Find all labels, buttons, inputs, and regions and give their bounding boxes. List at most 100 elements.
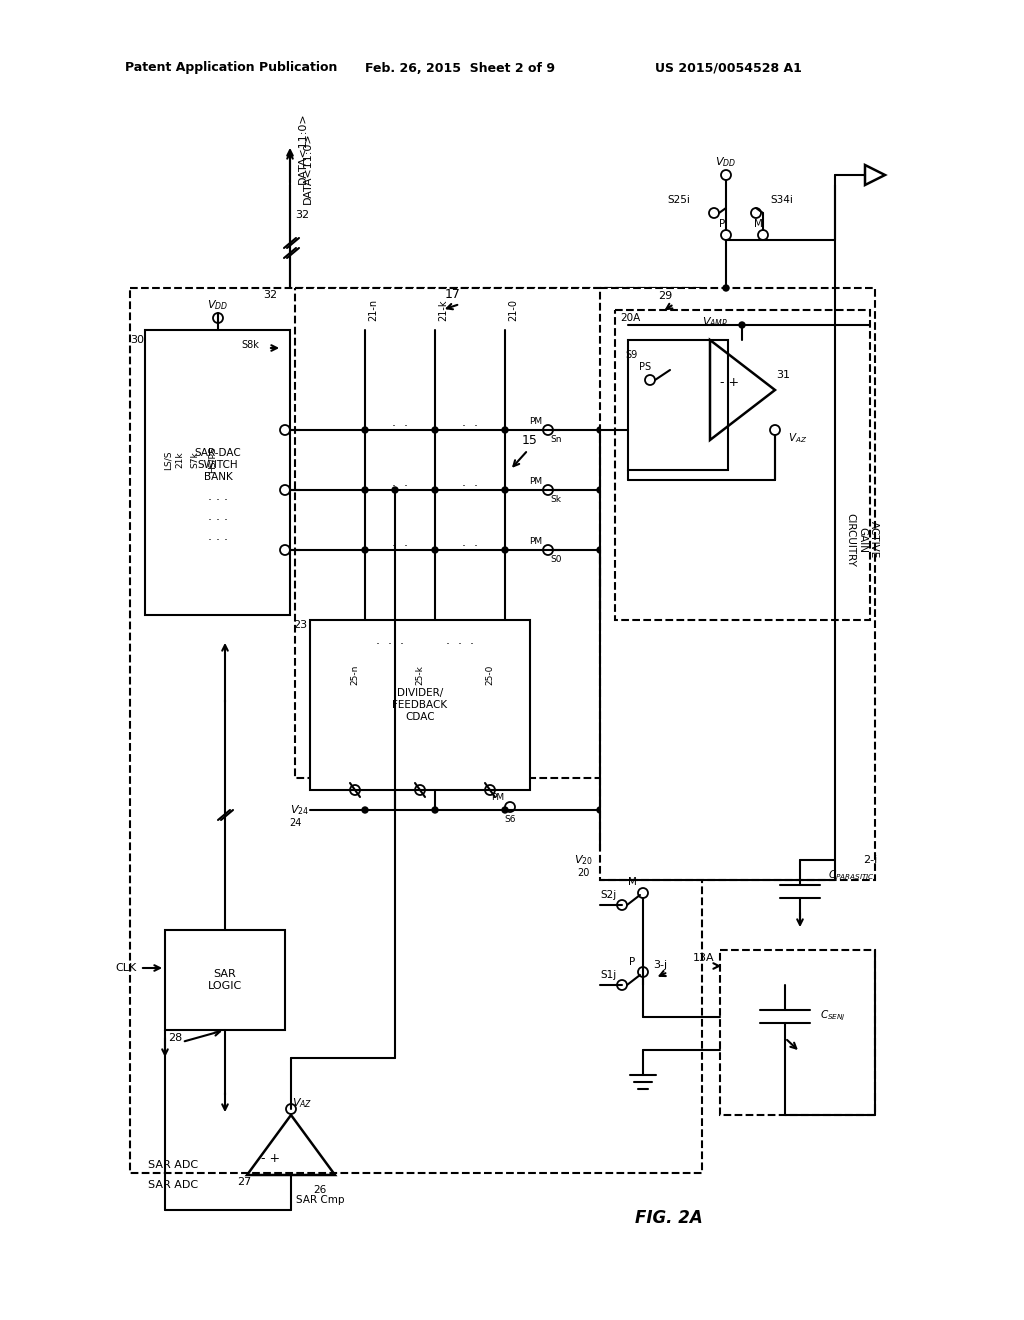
Text: Patent Application Publication: Patent Application Publication: [125, 62, 337, 74]
Text: DATA<11:0>: DATA<11:0>: [303, 132, 313, 203]
Text: · · ·: · · ·: [208, 494, 228, 507]
Text: $V_{DD}$: $V_{DD}$: [208, 298, 228, 312]
Text: S25i: S25i: [667, 195, 690, 205]
Bar: [310, 620, 530, 789]
Circle shape: [502, 546, 508, 553]
Text: S2j: S2j: [601, 890, 617, 900]
Text: S9: S9: [626, 350, 638, 360]
Text: LS/S: LS/S: [164, 450, 172, 470]
Text: DIVIDER/
FEEDBACK
CDAC: DIVIDER/ FEEDBACK CDAC: [392, 689, 447, 722]
Text: 28: 28: [168, 1034, 182, 1043]
Text: $C_{PARASITIC}$: $C_{PARASITIC}$: [828, 869, 874, 882]
Circle shape: [502, 426, 508, 433]
Text: 29: 29: [657, 290, 672, 301]
Text: ·  ·: · ·: [392, 480, 408, 494]
Text: PM: PM: [529, 537, 543, 546]
Text: M: M: [754, 219, 763, 228]
Text: 3-j: 3-j: [653, 960, 667, 970]
Circle shape: [362, 546, 368, 553]
Circle shape: [362, 487, 368, 492]
Text: 21-k: 21-k: [438, 300, 449, 321]
Text: US 2015/0054528 A1: US 2015/0054528 A1: [655, 62, 802, 74]
Text: P: P: [719, 219, 725, 228]
Circle shape: [597, 546, 603, 553]
Circle shape: [739, 322, 745, 327]
Text: 32: 32: [263, 290, 278, 300]
Circle shape: [597, 487, 603, 492]
Circle shape: [362, 426, 368, 433]
Text: SAR
LOGIC: SAR LOGIC: [208, 969, 242, 991]
Text: Sn: Sn: [550, 436, 562, 445]
Text: SAR-DAC
SWITCH
BANK: SAR-DAC SWITCH BANK: [195, 449, 242, 482]
Text: PM: PM: [492, 793, 505, 803]
Text: Sk: Sk: [551, 495, 561, 504]
Circle shape: [432, 546, 438, 553]
Text: PM: PM: [529, 417, 543, 426]
Circle shape: [502, 487, 508, 492]
Bar: [600, 288, 874, 880]
Text: 25-n: 25-n: [350, 665, 359, 685]
Text: 25-0: 25-0: [485, 665, 495, 685]
Text: S8k: S8k: [241, 341, 259, 350]
Text: ·  ·: · ·: [392, 421, 408, 433]
Text: 21k: 21k: [175, 451, 184, 469]
Bar: [720, 950, 874, 1115]
Text: DATA<11:0>: DATA<11:0>: [298, 112, 308, 183]
Circle shape: [432, 426, 438, 433]
Text: 24: 24: [289, 818, 301, 828]
Text: 2-i: 2-i: [863, 855, 878, 865]
Text: SAR ADC: SAR ADC: [148, 1180, 198, 1191]
Text: - +: - +: [721, 376, 739, 389]
Text: $V_{DD}$: $V_{DD}$: [716, 154, 736, 169]
Text: 20A: 20A: [620, 313, 640, 323]
Text: S1j: S1j: [601, 970, 617, 979]
Text: 15: 15: [522, 433, 538, 446]
Text: ·  ·: · ·: [462, 540, 478, 553]
Circle shape: [432, 487, 438, 492]
Circle shape: [502, 807, 508, 813]
Text: $V_{24}$: $V_{24}$: [291, 803, 309, 817]
Text: SAR Cmp: SAR Cmp: [296, 1195, 344, 1205]
Text: 26: 26: [313, 1185, 327, 1195]
Text: $V_{AZ}$: $V_{AZ}$: [292, 1096, 312, 1110]
Text: CLK: CLK: [116, 964, 137, 973]
Text: $V_{AMP}$: $V_{AMP}$: [701, 315, 728, 329]
Text: ·  ·: · ·: [462, 480, 478, 494]
Text: SAR ADC: SAR ADC: [148, 1160, 198, 1170]
Bar: [145, 330, 290, 615]
Circle shape: [723, 285, 729, 290]
Circle shape: [597, 426, 603, 433]
Bar: [615, 310, 870, 620]
Text: ·  ·  ·: · · ·: [446, 639, 474, 652]
Text: 32: 32: [295, 210, 309, 220]
Text: $V_{20}$: $V_{20}$: [574, 853, 593, 867]
Circle shape: [392, 487, 398, 492]
Text: Feb. 26, 2015  Sheet 2 of 9: Feb. 26, 2015 Sheet 2 of 9: [365, 62, 555, 74]
Text: PS: PS: [639, 362, 651, 372]
Text: 23: 23: [293, 620, 307, 630]
Text: 13A: 13A: [692, 953, 714, 964]
Text: P: P: [629, 957, 635, 968]
Circle shape: [597, 807, 603, 813]
Text: M: M: [628, 876, 637, 887]
Text: FIG. 2A: FIG. 2A: [635, 1209, 702, 1228]
Text: ·  ·  ·: · · ·: [376, 639, 404, 652]
Bar: [628, 341, 728, 470]
Text: 27: 27: [237, 1177, 251, 1187]
Text: 31: 31: [776, 370, 790, 380]
Text: 21-0: 21-0: [508, 300, 518, 321]
Text: S7k: S7k: [190, 451, 200, 469]
Circle shape: [362, 807, 368, 813]
Text: S34i: S34i: [770, 195, 793, 205]
Text: PM: PM: [529, 478, 543, 487]
Circle shape: [432, 807, 438, 813]
Text: 30: 30: [130, 335, 144, 345]
Text: $V_{AZ}$: $V_{AZ}$: [788, 432, 807, 445]
Text: · · ·: · · ·: [208, 533, 228, 546]
Text: - +: - +: [261, 1151, 281, 1164]
Text: 25-k: 25-k: [416, 665, 425, 685]
Text: · · ·: · · ·: [208, 513, 228, 527]
Text: ACTIVE
GAIN
CIRCUITRY: ACTIVE GAIN CIRCUITRY: [846, 513, 879, 566]
Bar: [130, 288, 702, 1173]
Text: 21-n: 21-n: [368, 298, 378, 321]
